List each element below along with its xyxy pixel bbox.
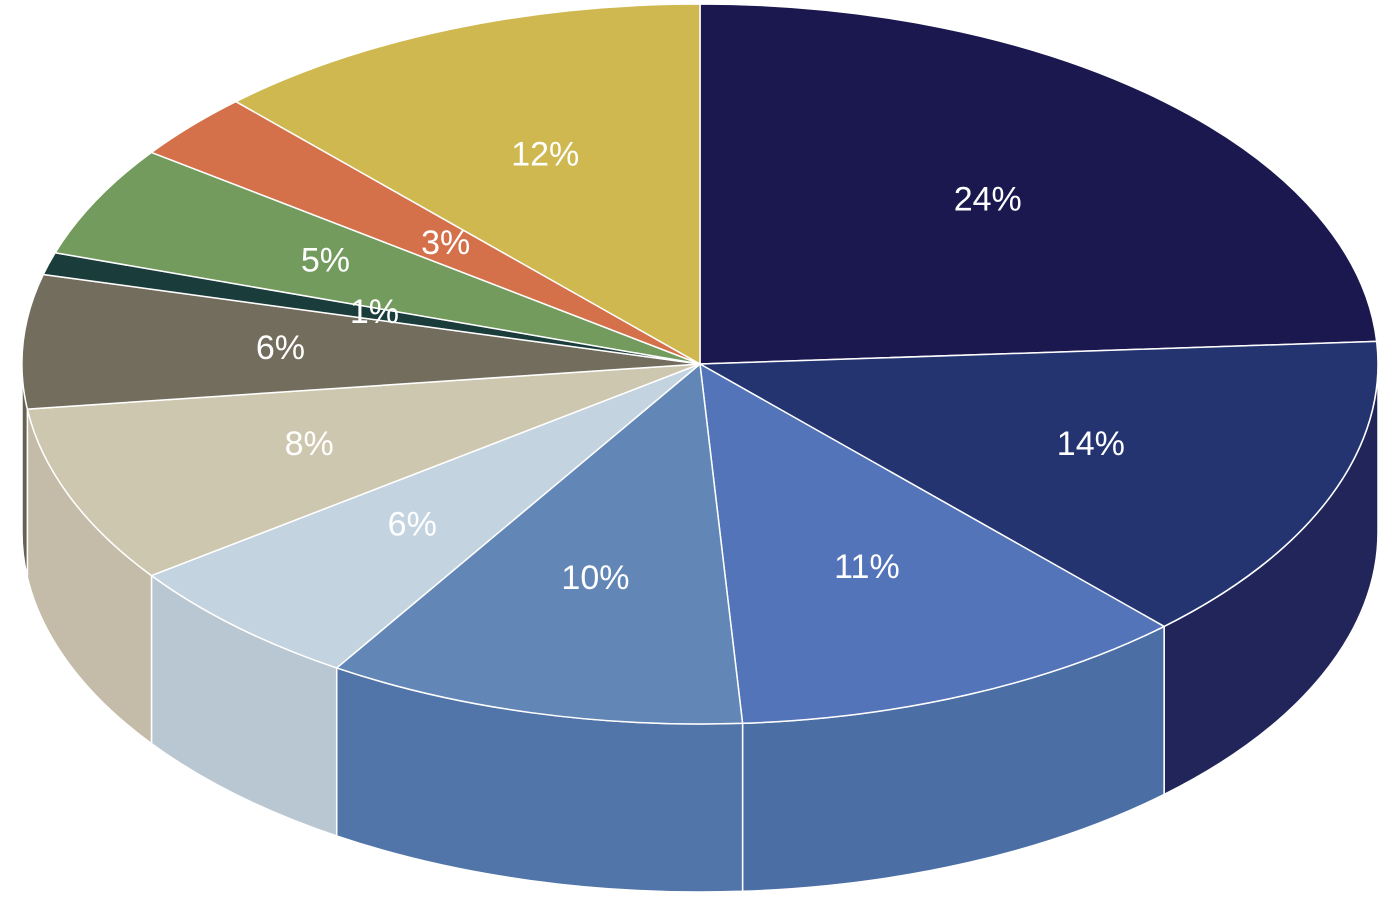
pie-label-layer: 24% 14% 11% 10% 6% 8% 6% 1%5% 3% 12% bbox=[256, 135, 1125, 597]
pie-slice-3 bbox=[335, 363, 744, 725]
pie-side-layer bbox=[21, 363, 1379, 893]
pie-slice-label-0: 24% bbox=[954, 180, 1022, 218]
pie-slice-2 bbox=[699, 363, 1165, 725]
pie-slice-label-4: 6% bbox=[388, 506, 437, 544]
pie-slice-10 bbox=[235, 3, 701, 365]
pie-slice-label-9: 3% bbox=[421, 224, 470, 262]
pie-slice-label-8: 5% bbox=[301, 242, 350, 280]
pie-slice-label-6: 6% bbox=[256, 329, 305, 367]
pie-slice-label-10: 12% bbox=[511, 135, 579, 173]
pie-slice-6 bbox=[21, 273, 701, 410]
pie-slice-5 bbox=[26, 363, 701, 577]
pie-slice-1 bbox=[699, 340, 1379, 628]
pie-slice-0 bbox=[699, 3, 1378, 365]
pie-slice-label-1: 14% bbox=[1057, 425, 1125, 463]
pie-slice-8 bbox=[54, 151, 701, 365]
pie-slice-4 bbox=[150, 363, 701, 669]
pie-slice-label-3: 10% bbox=[561, 559, 629, 597]
pie-top-layer bbox=[21, 3, 1379, 725]
pie-slice-label-2: 11% bbox=[834, 548, 900, 586]
pie-slice-label-5: 8% bbox=[285, 425, 334, 463]
pie-slice-label-7: 1% bbox=[350, 293, 399, 331]
